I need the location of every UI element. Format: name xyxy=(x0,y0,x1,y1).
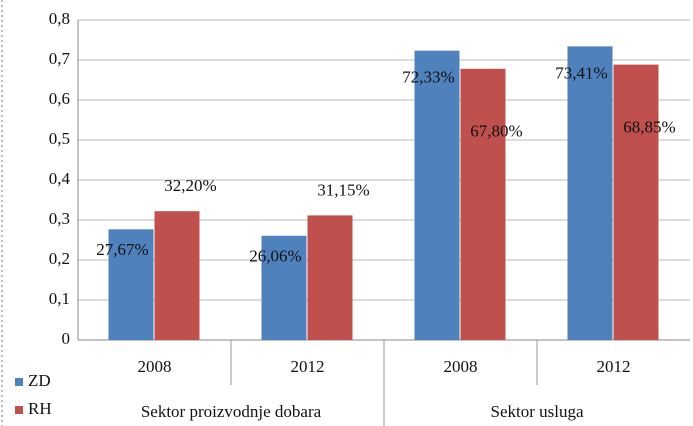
value-label: 31,15% xyxy=(317,180,369,199)
bar xyxy=(261,235,307,340)
x-tick-label: 2008 xyxy=(138,357,172,376)
y-tick-label: 0,8 xyxy=(49,9,70,28)
value-label: 73,41% xyxy=(555,63,607,82)
legend-label: ZD xyxy=(28,371,51,390)
bar xyxy=(154,211,200,340)
group-label: Sektor proizvodnje dobara xyxy=(141,402,322,421)
value-label: 72,33% xyxy=(402,68,454,87)
bar xyxy=(567,46,613,341)
bar xyxy=(460,68,506,341)
bar xyxy=(414,50,460,341)
y-tick-label: 0,1 xyxy=(49,289,70,308)
value-label: 68,85% xyxy=(623,118,675,137)
legend-swatch xyxy=(15,378,23,386)
legend-label: RH xyxy=(28,399,52,418)
y-tick-label: 0,6 xyxy=(49,89,70,108)
y-tick-label: 0,5 xyxy=(49,129,70,148)
x-tick-label: 2008 xyxy=(444,357,478,376)
y-tick-label: 0,3 xyxy=(49,209,70,228)
bar xyxy=(307,215,353,340)
y-tick-label: 0 xyxy=(62,329,71,348)
x-tick-label: 2012 xyxy=(291,357,325,376)
y-tick-label: 0,7 xyxy=(49,49,71,68)
y-tick-label: 0,2 xyxy=(49,249,70,268)
y-tick-label: 0,4 xyxy=(49,169,71,188)
bar xyxy=(613,64,659,340)
legend-swatch xyxy=(15,406,23,414)
value-label: 26,06% xyxy=(249,247,301,266)
x-tick-label: 2012 xyxy=(597,357,631,376)
value-label: 67,80% xyxy=(470,122,522,141)
value-label: 32,20% xyxy=(164,176,216,195)
bar xyxy=(108,229,154,340)
value-label: 27,67% xyxy=(96,240,148,259)
group-label: Sektor usluga xyxy=(490,402,583,421)
